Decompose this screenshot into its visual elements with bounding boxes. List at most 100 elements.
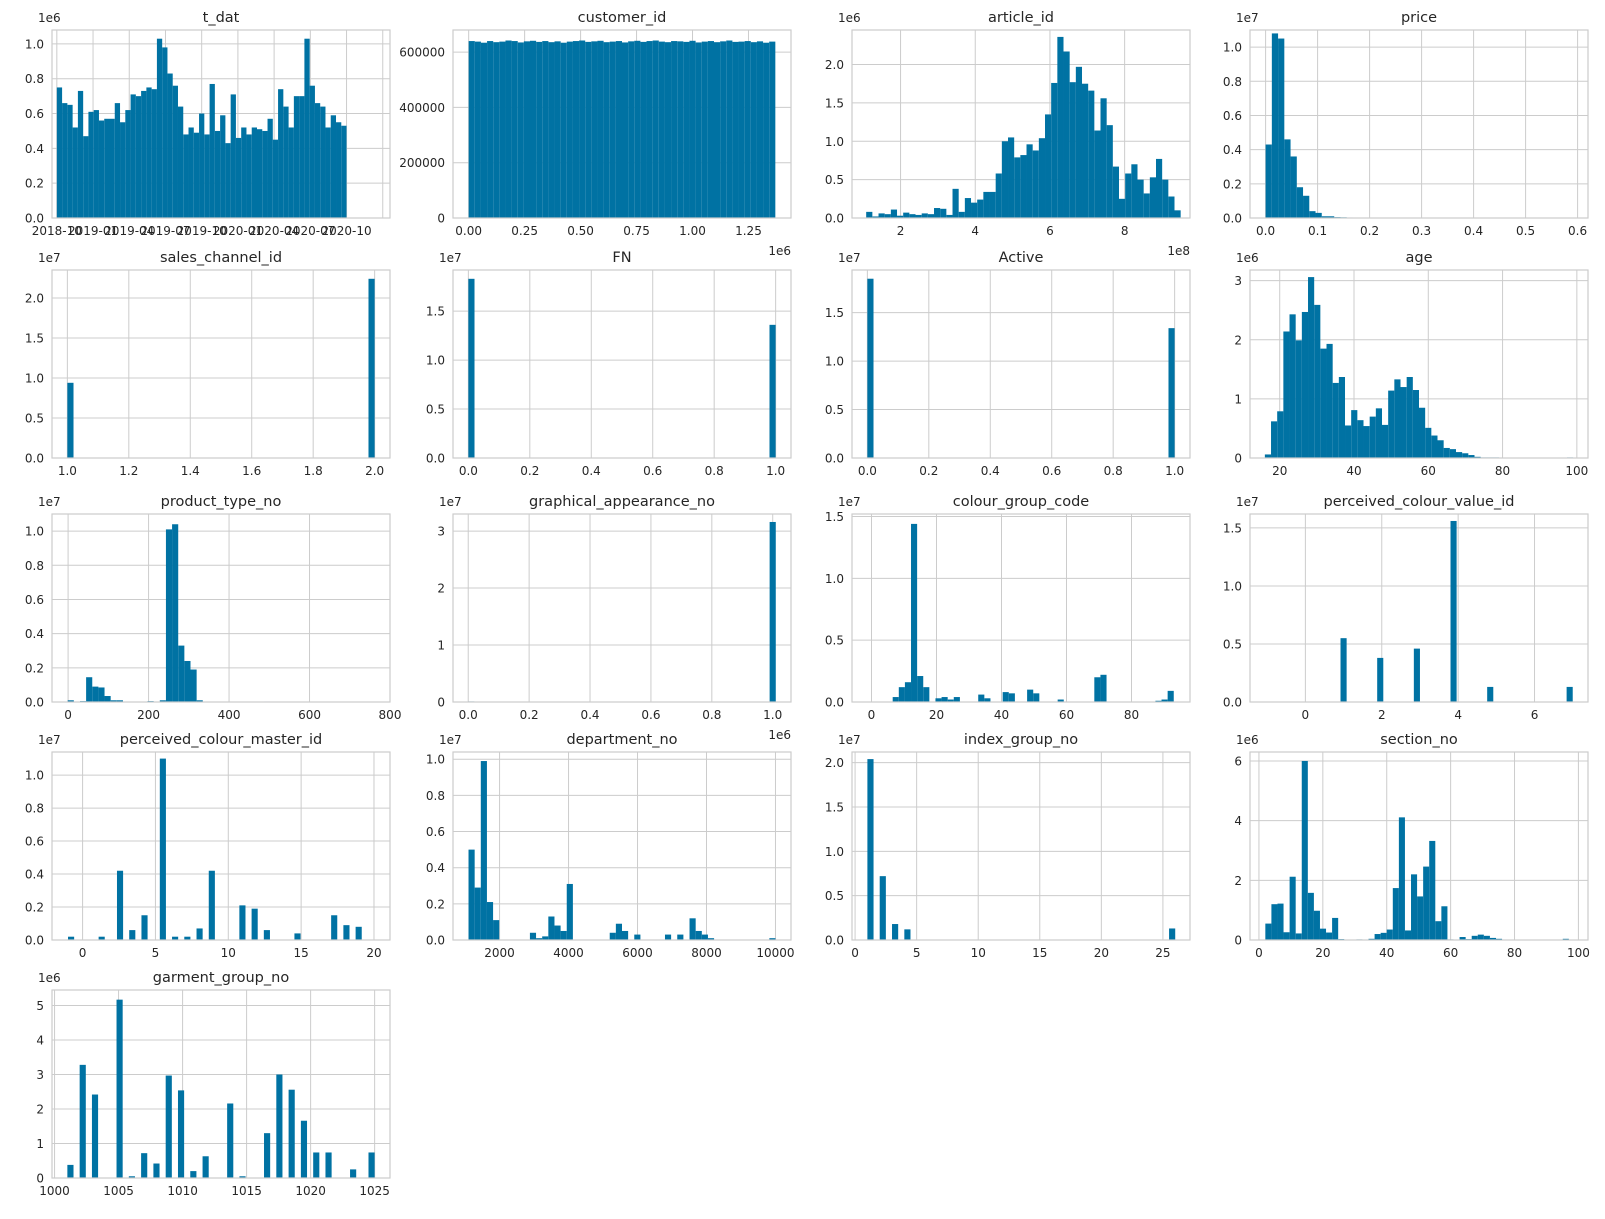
histogram-bar: [1069, 82, 1076, 218]
histogram-bar: [640, 41, 647, 218]
x-tick-label: 1.25: [735, 224, 762, 238]
y-offset-label: 1e7: [838, 495, 861, 509]
histogram-bar: [1417, 896, 1424, 940]
histogram-bar: [474, 41, 481, 219]
histogram-bar: [892, 697, 899, 702]
histogram-bar: [935, 698, 942, 702]
x-tick-label: 2019-10: [177, 224, 227, 238]
plot-area: [1250, 30, 1588, 218]
histogram-bar: [116, 700, 123, 702]
histogram-bar: [995, 173, 1002, 218]
histogram-bar: [1051, 82, 1058, 219]
histogram-bar: [293, 96, 300, 218]
histogram-bar: [1301, 760, 1308, 940]
histogram-bar: [964, 198, 972, 218]
histogram-bar: [314, 103, 321, 218]
chart-customer_id: customer_id 0 200000 400000 600000 0.00 0.25 0.…: [399, 10, 792, 258]
histogram-bar: [104, 118, 110, 218]
histogram-bar: [83, 136, 89, 218]
y-tick-label: 0.6: [25, 593, 44, 607]
histogram-bar: [1382, 424, 1389, 458]
histogram-bar: [1321, 216, 1328, 218]
histogram-bar: [130, 94, 136, 218]
histogram-bar: [1319, 928, 1327, 940]
x-tick-label: 2020-10: [321, 224, 371, 238]
histogram-bar: [689, 40, 696, 219]
histogram-bar: [68, 936, 75, 940]
histogram-bar: [884, 214, 891, 218]
histogram-bar: [1155, 158, 1163, 218]
plot-frame: [1249, 269, 1589, 459]
y-tick-label: 1.0: [825, 135, 844, 149]
histogram-bar: [165, 529, 173, 702]
x-tick-label: 0: [851, 946, 859, 960]
x-tick-label: 0.75: [623, 224, 650, 238]
histogram-bar: [368, 278, 375, 458]
histogram-bar: [1137, 179, 1144, 218]
histogram-bar: [517, 42, 524, 218]
histogram-bar: [634, 934, 641, 940]
histogram-bar: [109, 118, 115, 218]
x-tick-label: 60: [1059, 708, 1074, 722]
x-tick-label: 1.4: [181, 464, 200, 478]
chart-department_no: department_no 0.0 0.2 0.4 0.6 0.8 1.0 2000 4000 6…: [426, 732, 795, 960]
histogram-bar: [756, 41, 764, 218]
histogram-bar: [1094, 677, 1101, 702]
y-tick-label: 0.5: [1223, 637, 1242, 651]
histogram-bar: [468, 849, 475, 940]
histogram-bar: [763, 42, 770, 218]
histogram-bar: [239, 905, 246, 940]
histogram-bar: [1112, 166, 1120, 218]
histogram-bar: [1386, 929, 1393, 940]
y-tick-label: 0.0: [825, 452, 844, 466]
histogram-bar: [1283, 932, 1290, 940]
histogram-bar: [151, 89, 157, 219]
plot-area: [52, 752, 390, 940]
histogram-bar: [172, 936, 179, 940]
histogram-bar: [288, 127, 294, 218]
histogram-bar: [196, 700, 203, 702]
histogram-bar: [1423, 866, 1430, 940]
y-tick-label: 1.0: [25, 525, 44, 539]
histogram-bar: [1045, 114, 1052, 218]
histogram-bar: [707, 938, 715, 940]
y-tick-label: 0.0: [1223, 212, 1242, 226]
histogram-bar: [98, 687, 105, 702]
x-tick-label: 2019-01: [68, 224, 118, 238]
y-tick-label: 0.0: [25, 934, 44, 948]
histogram-bar: [1057, 36, 1064, 218]
histogram-bar: [622, 42, 629, 218]
histogram-bar: [1174, 210, 1181, 218]
x-tick-label: 2020-07: [285, 224, 335, 238]
histogram-bar: [341, 125, 347, 218]
histogram-bar: [116, 999, 123, 1178]
histogram-bar: [664, 934, 672, 940]
histogram-bar: [86, 677, 93, 702]
x-tick-label: 80: [1495, 464, 1510, 478]
histogram-bar: [1357, 420, 1364, 458]
histogram-bar: [1008, 137, 1015, 218]
histogram-bar: [1406, 377, 1413, 458]
histogram-bar: [1380, 932, 1387, 940]
x-tick-label: 0: [79, 946, 87, 960]
histogram-bar: [468, 278, 475, 458]
histogram-bar: [325, 1152, 332, 1178]
histogram-bar: [128, 1176, 135, 1178]
x-tick-label: 0: [1302, 708, 1310, 722]
histogram-bar: [325, 127, 331, 218]
x-tick-label: 100: [1565, 464, 1588, 478]
histogram-bar: [1296, 187, 1304, 218]
histogram-bar: [615, 923, 622, 940]
chart-age: age 0 1 2 3 20 40 60 80 100 1e6: [1234, 250, 1589, 478]
chart-title: garment_group_no: [153, 970, 290, 986]
x-tick-label: 0.6: [643, 464, 662, 478]
histogram-bar: [67, 700, 74, 702]
chart-title: article_id: [988, 10, 1054, 26]
histogram-bar: [866, 211, 873, 218]
x-tick-label: 0.25: [511, 224, 538, 238]
x-tick-label: 2019-04: [104, 224, 154, 238]
y-tick-label: 0: [36, 1172, 44, 1186]
histogram-bar: [304, 38, 310, 218]
histogram-bar: [744, 41, 751, 218]
